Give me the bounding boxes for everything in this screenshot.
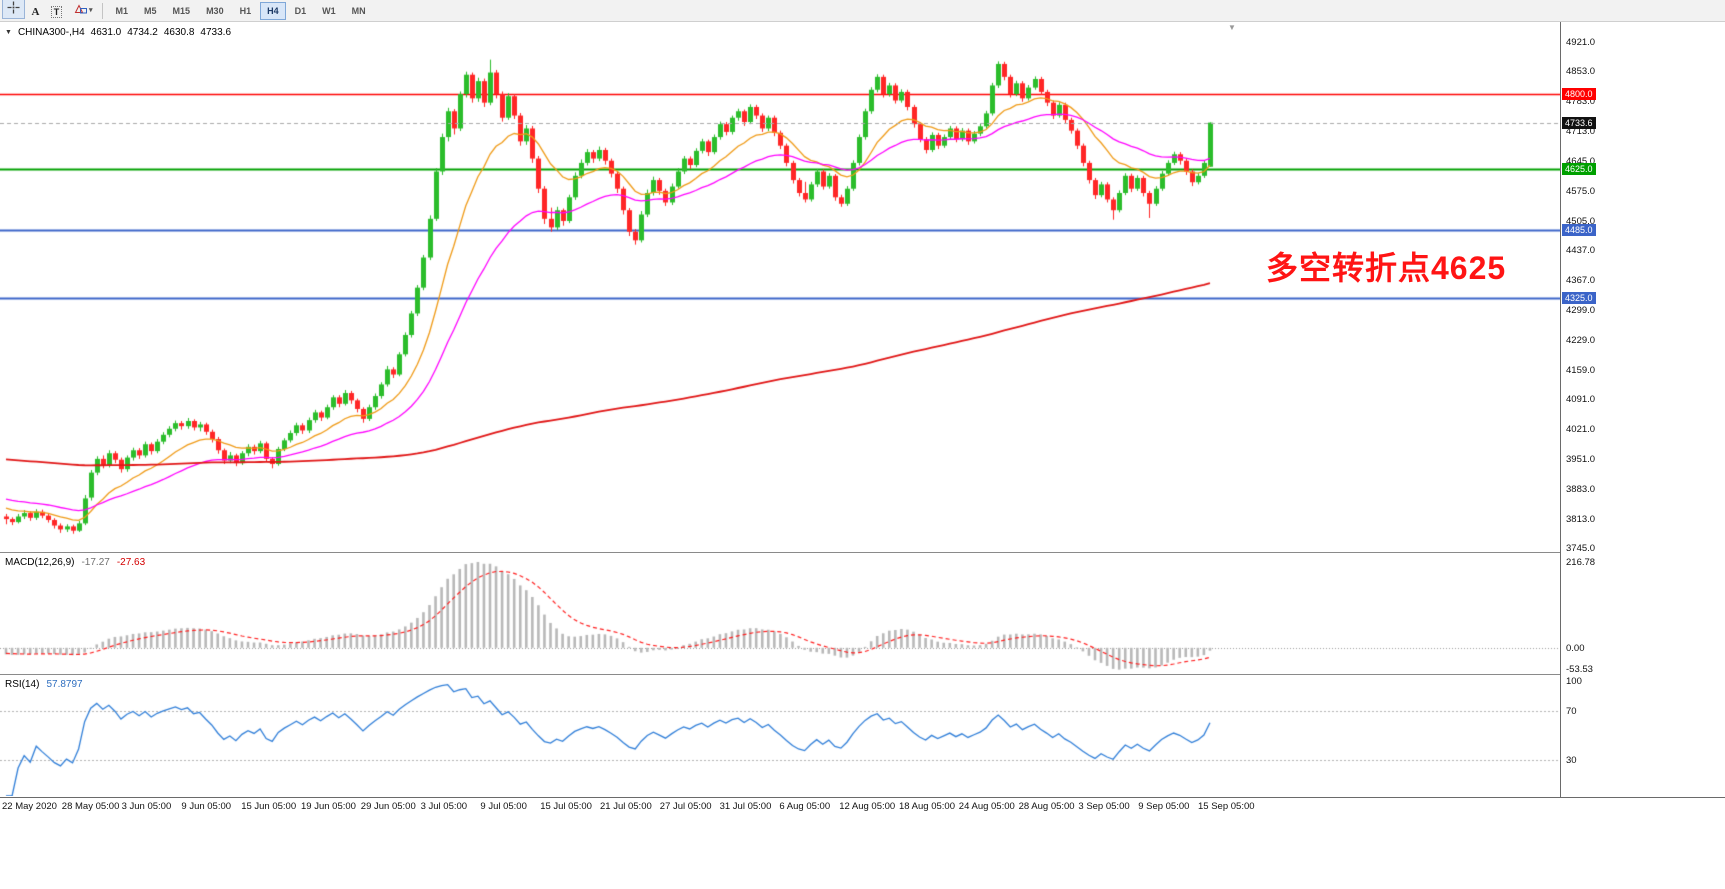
time-axis-label: 3 Jun 05:00 (121, 801, 172, 812)
timeframe-toolbar: M1 M5 M15 M30 H1 H4 D1 W1 MN (108, 1, 374, 20)
chart-open-value: 4631.0 (90, 27, 122, 38)
chart-close-value: 4733.6 (200, 27, 232, 38)
price-axis-label: 3883.0 (1566, 483, 1596, 495)
macd-axis-label: -53.53 (1566, 664, 1593, 675)
timeframe-w1-button[interactable]: W1 (315, 2, 343, 20)
time-axis-label: 27 Jul 05:00 (659, 801, 712, 812)
rsi-indicator-canvas[interactable] (0, 675, 1560, 796)
shapes-button[interactable]: ▾ (67, 0, 97, 20)
timeframe-mn-button[interactable]: MN (345, 2, 373, 20)
time-axis-label: 15 Jun 05:00 (241, 801, 297, 812)
price-axis[interactable]: 4921.0 4853.0 4783.0 4713.0 4645.0 4575.0 4505… (1560, 22, 1725, 797)
timeframe-h1-button[interactable]: H1 (233, 2, 259, 20)
rsi-axis-label: 100 (1566, 676, 1582, 687)
timeframe-m5-button[interactable]: M5 (137, 2, 164, 20)
text-label-button[interactable]: T (46, 2, 67, 22)
price-axis-label: 4437.0 (1566, 245, 1596, 257)
price-axis-label: 4505.0 (1566, 215, 1596, 227)
crosshair-icon (6, 0, 21, 18)
macd-axis-label: 216.78 (1566, 557, 1596, 568)
time-axis-label: 28 May 05:00 (61, 801, 120, 812)
price-axis-label: 4299.0 (1566, 304, 1596, 316)
time-axis-label: 22 May 2020 (2, 801, 57, 812)
price-axis-label: 3813.0 (1566, 513, 1596, 525)
time-axis-label: 21 Jul 05:00 (600, 801, 652, 812)
price-chart-canvas[interactable] (0, 22, 1560, 552)
shapes-icon (71, 2, 88, 18)
crosshair-button[interactable] (2, 0, 25, 19)
timeframe-m15-button[interactable]: M15 (166, 2, 198, 20)
rsi-axis-label: 70 (1566, 706, 1577, 718)
price-axis-label: 4159.0 (1566, 364, 1596, 376)
timeframe-d1-button[interactable]: D1 (288, 2, 314, 20)
macd-label: MACD(12,26,9) -17.27 -27.63 (5, 557, 145, 568)
rsi-value: 57.8797 (46, 679, 83, 690)
price-axis-label: 4783.0 (1566, 96, 1596, 108)
rsi-label: RSI(14) 57.8797 (5, 679, 83, 690)
price-axis-label: 4645.0 (1566, 155, 1596, 167)
time-axis-label: 18 Aug 05:00 (899, 801, 955, 812)
chart-header: ▼ CHINA300-,H4 4631.0 4734.2 4630.8 4733… (5, 27, 231, 38)
price-axis-label: 4091.0 (1566, 394, 1596, 406)
time-axis-label: 28 Aug 05:00 (1018, 801, 1075, 812)
price-axis-label: 4367.0 (1566, 275, 1596, 287)
text-glyph: A (31, 6, 40, 18)
timeframe-m1-button[interactable]: M1 (109, 2, 136, 20)
time-axis-label: 15 Sep 05:00 (1198, 801, 1255, 812)
chart-low-value: 4630.8 (163, 27, 195, 38)
timeframe-h4-button[interactable]: H4 (260, 2, 286, 20)
time-axis-label: 3 Jul 05:00 (420, 801, 468, 812)
time-axis-label: 24 Aug 05:00 (958, 801, 1015, 812)
price-tag: 4325.0 (1562, 292, 1596, 305)
time-axis-label: 19 Jun 05:00 (301, 801, 356, 812)
timeframe-m30-button[interactable]: M30 (199, 2, 231, 20)
price-axis-label: 4229.0 (1566, 334, 1596, 346)
price-axis-label: 4575.0 (1566, 185, 1596, 197)
time-axis-label: 9 Jul 05:00 (480, 801, 527, 812)
chart-symbol-period: CHINA300-,H4 (17, 27, 85, 38)
price-tag: 4733.6 (1562, 116, 1596, 129)
price-tag: 4800.0 (1562, 88, 1596, 101)
macd-main-value: -17.27 (81, 557, 110, 568)
line-studies-toolbar: A T ▾ (2, 0, 97, 22)
macd-indicator-canvas[interactable] (0, 553, 1560, 674)
time-axis-label: 31 Jul 05:00 (719, 801, 772, 812)
macd-axis-label: 0.00 (1566, 642, 1585, 654)
chart-shift-marker[interactable]: ▼ (1228, 23, 1236, 32)
chart-high-value: 4734.2 (127, 27, 158, 38)
rsi-name: RSI(14) (5, 679, 40, 690)
time-axis-label: 29 Jun 05:00 (360, 801, 416, 812)
time-axis-label: 9 Jun 05:00 (181, 801, 232, 812)
rsi-axis-label: 30 (1566, 754, 1577, 766)
price-axis-label: 3951.0 (1566, 454, 1596, 466)
price-axis-label: 4921.0 (1566, 37, 1596, 48)
time-axis-label: 12 Aug 05:00 (839, 801, 896, 812)
toolbar-separator (101, 2, 103, 19)
panel-splitter[interactable] (0, 674, 1725, 675)
time-axis-label: 15 Jul 05:00 (540, 801, 592, 812)
macd-signal-value: -27.63 (116, 557, 146, 568)
panel-splitter[interactable] (0, 552, 1725, 553)
time-axis[interactable]: 22 May 2020 28 May 05:00 3 Jun 05:00 9 Jun … (0, 797, 1725, 815)
price-tag: 4485.0 (1562, 223, 1596, 236)
macd-name: MACD(12,26,9) (5, 557, 75, 568)
time-axis-label: 3 Sep 05:00 (1078, 801, 1130, 812)
chevron-down-icon: ▾ (89, 7, 93, 14)
text-button[interactable]: A (25, 2, 46, 22)
price-tag: 4625.0 (1562, 163, 1596, 176)
chart-annotation[interactable]: 多空转折点4625 (1266, 250, 1507, 286)
symbol-dropdown-icon[interactable]: ▼ (5, 29, 12, 36)
time-axis-label: 6 Aug 05:00 (779, 801, 831, 812)
toolbar: A T ▾ M1 M5 M15 M30 H1 H4 D1 W1 MN (0, 0, 1725, 22)
text-label-glyph: T (50, 6, 63, 18)
price-axis-label: 3745.0 (1566, 542, 1596, 554)
price-axis-label: 4713.0 (1566, 126, 1596, 138)
time-axis-label: 9 Sep 05:00 (1138, 801, 1190, 812)
price-axis-label: 4021.0 (1566, 424, 1596, 436)
price-axis-label: 4853.0 (1566, 66, 1596, 78)
